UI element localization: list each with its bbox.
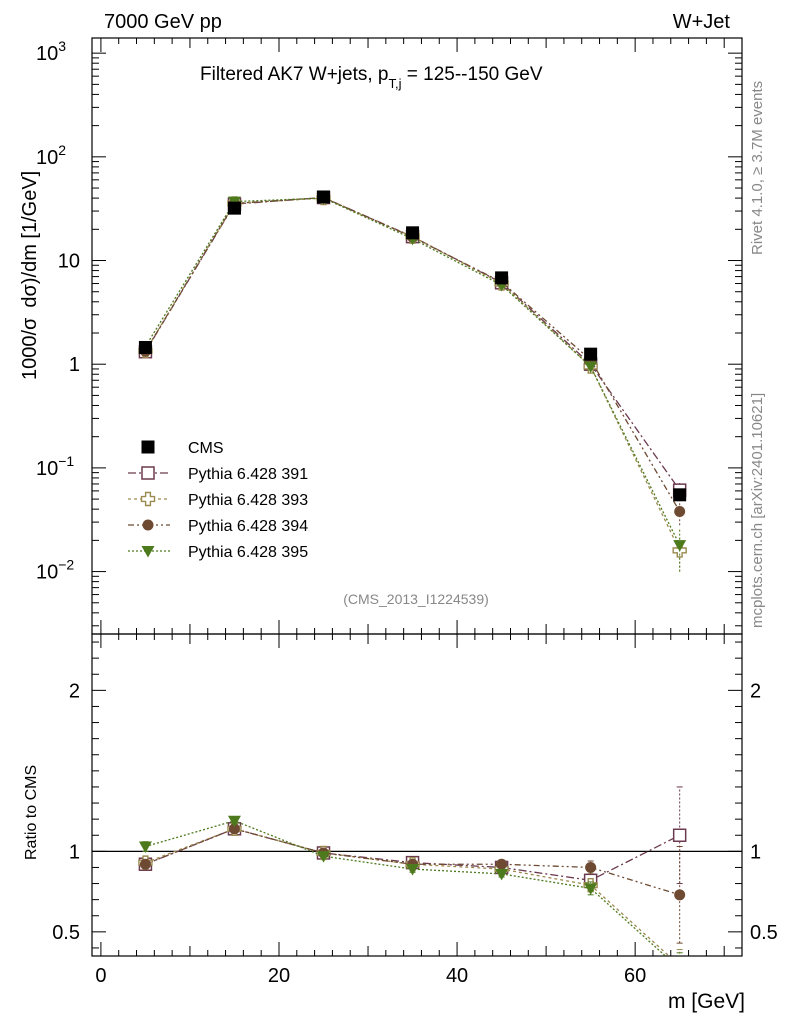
chart-title: Filtered AK7 W+jets, pT,j = 125--150 GeV	[200, 64, 543, 91]
ratio-line-2	[145, 828, 670, 956]
ratio-point	[585, 861, 597, 873]
ratio-y-axis-label: Ratio to CMS	[23, 765, 40, 860]
ratio-y-tick-label-right: 1	[750, 841, 761, 863]
ratio-y-tick-label: 0.5	[52, 922, 80, 944]
y-tick-label: 10−1	[36, 453, 74, 480]
mcplots-label: mcplots.cern.ch [arXiv:2401.10621]	[749, 393, 766, 628]
y-tick-label: 10	[58, 251, 80, 273]
rivet-label: Rivet 4.1.0, ≥ 3.7M events	[749, 81, 766, 255]
reference-point	[495, 271, 509, 285]
ratio-point	[584, 883, 598, 895]
header-right: W+Jet	[673, 11, 731, 33]
axes-layer: 0 20 40 60 1 10 103 102 10−1 10−2 0.5 0.5 1 1 2 2	[36, 38, 778, 987]
ratio-y-tick-label-right: 0.5	[750, 922, 778, 944]
main-plot-layer	[138, 190, 687, 572]
legend-label: Pythia 6.428 391	[188, 466, 308, 483]
y-tick-label: 102	[36, 142, 66, 169]
ratio-point	[496, 858, 508, 870]
data-point	[674, 505, 686, 517]
reference-point	[138, 340, 152, 354]
data-point	[584, 361, 598, 374]
ratio-point	[139, 858, 151, 870]
legend-marker	[142, 519, 154, 531]
ratio-y-tick-label: 2	[69, 680, 80, 702]
ratio-point	[495, 868, 509, 881]
x-tick-label: 40	[446, 965, 468, 987]
reference-point	[673, 488, 687, 502]
ratio-point	[317, 851, 331, 863]
data-point	[673, 540, 687, 552]
legend: CMS Pythia 6.428 391 Pythia 6.428 393 Pythi…	[128, 440, 308, 561]
x-axis-label: m [GeV]	[668, 990, 745, 1013]
y-axis-label: 1000/σdσ)/dm [1/GeV]	[19, 171, 41, 380]
reference-point	[406, 226, 420, 240]
ratio-y-tick-label-right: 2	[750, 680, 761, 702]
legend-label-cms: CMS	[188, 440, 224, 457]
y-tick-label: 1	[69, 354, 80, 376]
x-tick-label: 0	[95, 965, 106, 987]
ratio-line-4	[145, 820, 667, 956]
ratio-point	[673, 964, 686, 976]
y-tick-label: 10−2	[36, 557, 74, 584]
x-tick-label: 20	[268, 965, 290, 987]
ratio-point	[674, 889, 686, 901]
reference-point	[584, 347, 598, 361]
ratio-point	[138, 841, 152, 854]
y-tick-label: 103	[36, 38, 66, 65]
legend-label: Pythia 6.428 393	[188, 492, 308, 509]
reference-point	[227, 201, 241, 215]
analysis-id: (CMS_2013_I1224539)	[343, 591, 489, 607]
ratio-plot-layer	[92, 786, 742, 976]
reference-point	[317, 190, 331, 204]
legend-marker	[140, 491, 156, 507]
legend-marker-cms	[141, 440, 155, 454]
ratio-point	[672, 828, 687, 842]
legend-marker	[141, 546, 155, 558]
ratio-point	[406, 864, 420, 876]
header-left: 7000 GeV pp	[104, 11, 222, 33]
legend-label: Pythia 6.428 394	[188, 518, 308, 535]
ratio-point	[228, 823, 240, 835]
x-tick-label: 60	[624, 965, 646, 987]
ratio-point	[227, 815, 241, 828]
legend-label: Pythia 6.428 395	[188, 544, 308, 561]
ratio-point	[673, 959, 686, 972]
ratio-y-tick-label: 1	[69, 841, 80, 863]
legend-marker	[141, 466, 155, 480]
ratio-panel-frame	[91, 633, 743, 957]
